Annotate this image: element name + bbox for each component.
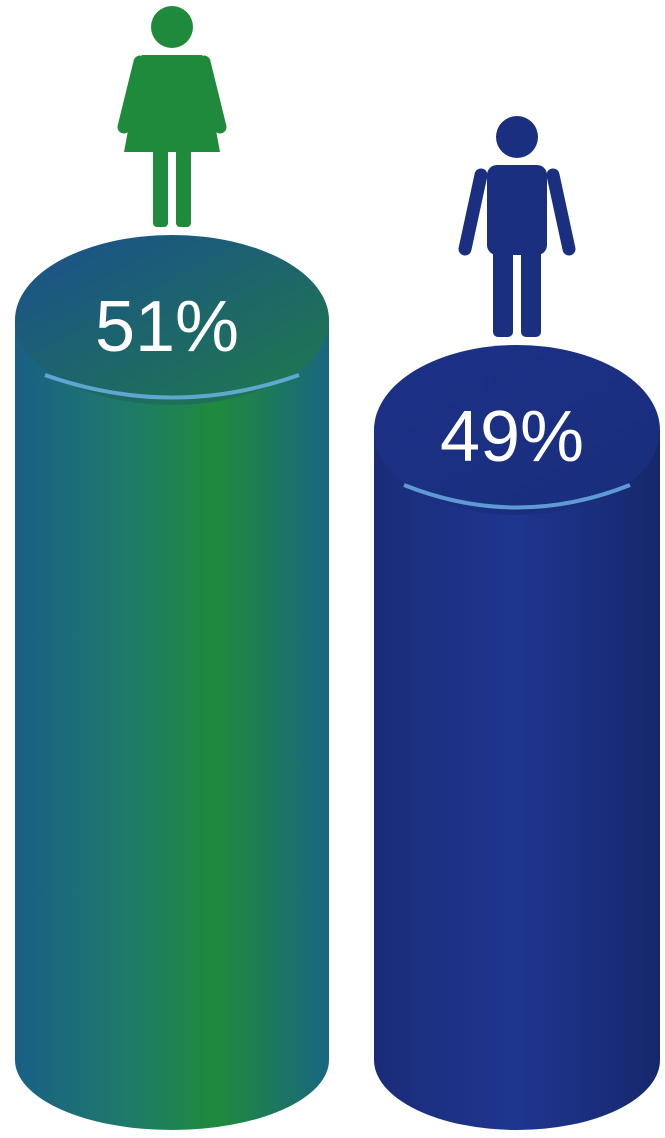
icon-arm	[117, 55, 147, 134]
value-label: 51%	[95, 287, 239, 367]
cylinder-top	[374, 345, 660, 515]
icon-leg	[493, 242, 513, 337]
icon-leg	[153, 149, 168, 227]
cylinder-rim	[44, 373, 300, 400]
value-label: 49%	[440, 397, 584, 477]
icon-leg	[176, 149, 191, 227]
cylinder-rim	[403, 483, 631, 510]
icon-dress	[124, 55, 220, 152]
icon-leg	[521, 242, 541, 337]
icon-head	[496, 116, 538, 158]
cylinder	[15, 320, 329, 1130]
female-icon	[117, 6, 227, 227]
cylinder-top	[15, 235, 329, 405]
male-icon	[458, 116, 576, 337]
icon-arm	[197, 55, 227, 134]
icon-arm	[458, 168, 488, 256]
cylinder	[374, 430, 660, 1130]
icon-arm	[546, 168, 576, 256]
icon-torso	[487, 165, 547, 255]
icon-head	[151, 6, 193, 48]
